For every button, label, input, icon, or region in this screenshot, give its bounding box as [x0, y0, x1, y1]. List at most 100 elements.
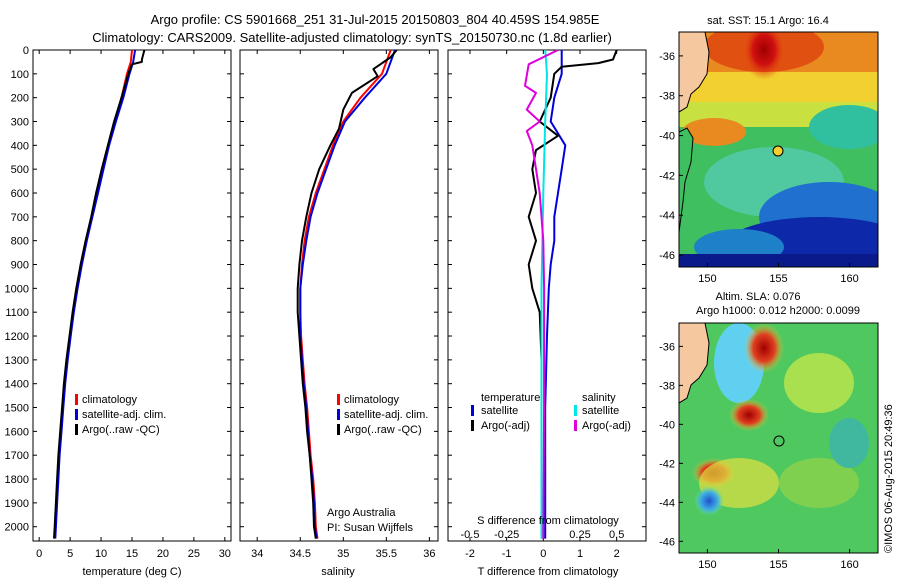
x-tick-label: 1 — [577, 548, 583, 560]
map-x-tick-label: 150 — [698, 273, 716, 285]
y-tick-label: 1200 — [5, 331, 29, 343]
difference-xlabel: T difference from climatology — [478, 566, 619, 578]
y-tick-label: 1400 — [5, 379, 29, 391]
legend-satellite: satellite-adj. clim. — [82, 409, 166, 421]
map-y-tick-label: -46 — [659, 250, 675, 262]
legend-climatology-swatch — [75, 394, 78, 405]
x-tick-label: 25 — [188, 548, 200, 560]
sst-map-image — [679, 32, 878, 267]
x-tick-label: 5 — [67, 548, 73, 560]
y-tick-label: 800 — [11, 236, 29, 248]
legend-satellite-swatch — [337, 409, 340, 420]
legend-s-satellite: satellite — [582, 405, 619, 417]
legend-t-argo: Argo(-adj) — [481, 420, 530, 432]
header-line-1: Argo profile: CS 5901668_251 31-Jul-2015… — [151, 12, 600, 27]
x-tick-label: 0 — [540, 548, 546, 560]
map-x-tick-label: 160 — [840, 559, 858, 571]
map-y-tick-label: -42 — [659, 458, 675, 470]
difference-lines — [524, 49, 618, 539]
legend-argo: Argo(..raw -QC) — [82, 424, 160, 436]
map-y-tick-label: -38 — [659, 91, 675, 103]
header-line-2: Climatology: CARS2009. Satellite-adjuste… — [92, 30, 612, 45]
y-tick-label: 1900 — [5, 498, 29, 510]
map-y-tick-label: -44 — [659, 210, 675, 222]
sla-map-title-2: Argo h1000: 0.012 h2000: 0.0099 — [696, 305, 860, 317]
footer-stamp: ©IMOS 06-Aug-2015 20:49:36 — [883, 404, 895, 553]
salinity-lines — [296, 49, 398, 539]
legend-argo-swatch — [337, 424, 340, 435]
sst-map: sat. SST: 15.1 Argo: 16.4 150 155 160 -36 -3… — [659, 15, 879, 285]
x-tick-label: 0 — [36, 548, 42, 560]
y-tick-label: 2000 — [5, 522, 29, 534]
y-tick-label: 200 — [11, 93, 29, 105]
y-tick-label: 900 — [11, 260, 29, 272]
x-tick-label: 2 — [614, 548, 620, 560]
y-tick-label: 600 — [11, 188, 29, 200]
argo-australia-note: Argo Australia — [327, 507, 396, 519]
x-tick-label: -2 — [465, 548, 475, 560]
y-tick-label: 400 — [11, 140, 29, 152]
legend-argo: Argo(..raw -QC) — [344, 424, 422, 436]
series-line-argo-raw-qc- — [296, 49, 398, 539]
legend-s-argo: Argo(-adj) — [582, 420, 631, 432]
x-top-tick-label: -0.25 — [494, 529, 519, 541]
temperature-plot-frame — [32, 49, 232, 542]
y-tick-label: 1600 — [5, 426, 29, 438]
x-top-tick-label: 0.5 — [609, 529, 624, 541]
temperature-panel: 0100200300400500600700800900100011001200… — [5, 45, 232, 578]
legend-t-argo-swatch — [471, 420, 474, 431]
y-tick-label: 700 — [11, 212, 29, 224]
legend-s-satellite-swatch — [574, 405, 577, 416]
y-tick-label: 300 — [11, 117, 29, 129]
x-tick-label: 10 — [95, 548, 107, 560]
map-y-tick-label: -46 — [659, 536, 675, 548]
sst-map-ticks: 150 155 160 -36 -38 -40 -42 -44 -46 — [659, 51, 859, 285]
legend-climatology: climatology — [344, 394, 400, 406]
temperature-axis-ticks: 0100200300400500600700800900100011001200… — [5, 45, 231, 560]
series-line-argo-raw-qc- — [53, 49, 146, 539]
difference-panel: -2 -1 0 1 2-0.5 -0.25 0 0.25 0.5 S difference fr… — [447, 49, 647, 578]
difference-plot-frame — [447, 49, 647, 542]
y-tick-label: 1500 — [5, 403, 29, 415]
salinity-xlabel: salinity — [321, 566, 355, 578]
legend-climatology: climatology — [82, 394, 138, 406]
argo-position-marker-sla — [773, 435, 785, 447]
series-line-satellite-adj-clim- — [54, 49, 137, 539]
y-tick-label: 1300 — [5, 355, 29, 367]
map-x-tick-label: 160 — [840, 273, 858, 285]
map-x-tick-label: 155 — [769, 273, 787, 285]
map-y-tick-label: -42 — [659, 170, 675, 182]
map-x-tick-label: 150 — [698, 559, 716, 571]
series-line-t-satellite — [544, 50, 567, 539]
y-tick-label: 100 — [11, 69, 29, 81]
legend-climatology-swatch — [337, 394, 340, 405]
legend-argo-swatch — [75, 424, 78, 435]
argo-position-marker — [772, 145, 784, 157]
y-tick-label: 1800 — [5, 474, 29, 486]
series-line-s-satellite — [540, 49, 548, 539]
x-tick-label: 36 — [423, 548, 435, 560]
legend-t-satellite-swatch — [471, 405, 474, 416]
x-tick-label: 35 — [337, 548, 349, 560]
salinity-plot-frame — [239, 49, 439, 542]
x-top-tick-label: 0.25 — [569, 529, 590, 541]
salinity-panel: 34 34.5 35 35.5 36 salinity climatology sate… — [239, 49, 439, 578]
x-tick-label: 20 — [157, 548, 169, 560]
legend-salinity-title: salinity — [582, 392, 616, 404]
pi-note: PI: Susan Wijffels — [327, 522, 413, 534]
x-top-tick-label: -0.5 — [461, 529, 480, 541]
temperature-legend: climatology satellite-adj. clim. Argo(..… — [75, 394, 166, 436]
map-y-tick-label: -38 — [659, 380, 675, 392]
salinity-axis-ticks: 34 34.5 35 35.5 36 — [240, 49, 438, 560]
x-tick-label: -1 — [502, 548, 512, 560]
map-y-tick-label: -36 — [659, 51, 675, 63]
x-tick-label: 34.5 — [290, 548, 311, 560]
y-tick-label: 1000 — [5, 283, 29, 295]
y-tick-label: 500 — [11, 164, 29, 176]
legend-t-satellite: satellite — [481, 405, 518, 417]
sla-map-ticks: 150 155 160 -36 -38 -40 -42 -44 -46 — [659, 341, 859, 571]
x-tick-label: 34 — [251, 548, 263, 560]
map-y-tick-label: -36 — [659, 341, 675, 353]
legend-satellite-swatch — [75, 409, 78, 420]
